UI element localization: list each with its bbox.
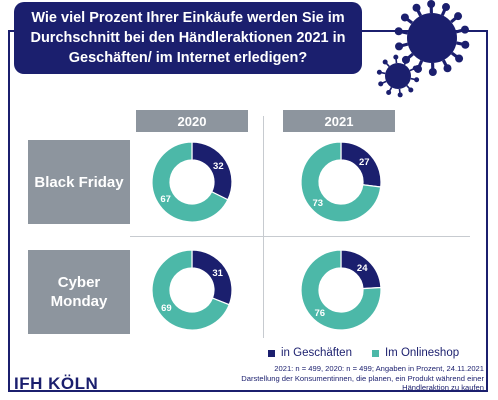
chart-title: Wie viel Prozent Ihrer Einkäufe werden S… [14,2,362,74]
donut-value-label: 73 [312,198,323,209]
donut-slice-online [151,141,229,223]
donut-value-label: 31 [212,268,223,279]
column-header-2021: 2021 [283,110,395,132]
grid-divider-vertical [263,116,264,338]
donut-slice-online [151,249,230,331]
donut-slice-online [300,141,382,223]
donut-value-label: 76 [314,308,325,319]
donut-value-label: 27 [359,157,370,168]
ifh-logo: IFH KÖLN [14,374,99,393]
legend-swatch-online [371,349,379,357]
column-header-2020: 2020 [136,110,248,132]
legend-label-store: in Geschäften [281,347,352,359]
footnote: 2021: n = 499, 2020: n = 499; Angaben in… [241,364,484,393]
donut-slice-online [300,249,382,331]
grid-divider-horizontal [130,236,470,237]
donut-value-label: 67 [160,194,171,205]
footnote-line: Darstellung der Konsumentinnen, die plan… [241,373,484,383]
row-header-cyber-monday: Cyber Monday [28,250,130,334]
row-header-black-friday: Black Friday [28,140,130,224]
legend-label-online: Im Onlineshop [384,347,460,359]
donut-value-label: 24 [357,263,368,274]
legend: in Geschäften Im Onlineshop [268,347,459,359]
legend-swatch-store [268,349,275,357]
donut-value-label: 69 [161,303,172,314]
footnote-line: 2021: n = 499, 2020: n = 499; Angaben in… [274,364,484,373]
donut-value-label: 32 [213,161,224,172]
donut-slice-store [191,141,233,201]
footnote-line: Händleraktion zu kaufen [402,383,484,392]
